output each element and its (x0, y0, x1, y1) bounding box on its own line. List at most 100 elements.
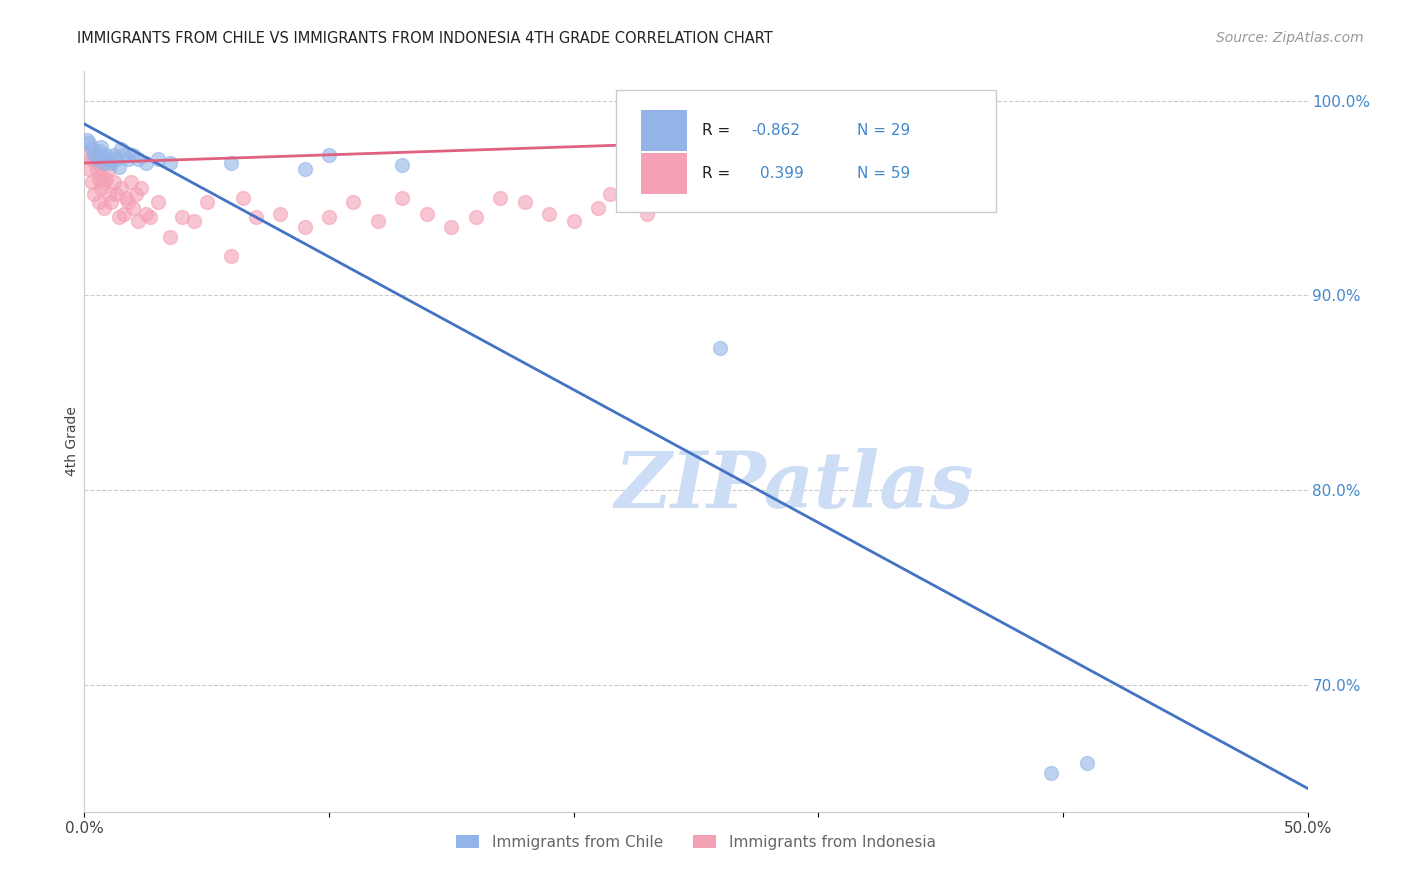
Point (90, 140, 112, 154)
Point (294, 220, 316, 235)
Point (100, 194, 122, 209)
Point (367, 214, 389, 228)
Point (709, 341, 731, 355)
Y-axis label: 4th Grade: 4th Grade (65, 407, 79, 476)
Point (195, 194, 218, 209)
Text: ZIPatlas: ZIPatlas (614, 448, 973, 524)
Point (77, 161, 100, 176)
Point (661, 181, 683, 195)
Point (87, 194, 110, 209)
Point (122, 201, 145, 215)
Point (86, 161, 108, 176)
Point (648, 194, 671, 209)
Point (269, 206, 291, 220)
Point (76, 132, 98, 146)
Point (115, 191, 138, 205)
Point (127, 214, 149, 228)
Point (391, 191, 413, 205)
Point (489, 191, 512, 205)
Point (93, 201, 115, 215)
Point (87, 145, 110, 159)
Point (122, 148, 145, 162)
Point (97, 152, 120, 166)
Point (416, 206, 439, 220)
Point (117, 194, 139, 209)
Point (129, 181, 152, 195)
Point (440, 220, 463, 235)
Point (464, 211, 486, 225)
Text: R =: R = (702, 123, 735, 138)
Bar (641, 153, 688, 194)
Text: Source: ZipAtlas.com: Source: ZipAtlas.com (1216, 31, 1364, 45)
Point (219, 156, 242, 170)
Point (97, 161, 120, 176)
Point (562, 214, 585, 228)
Point (86, 156, 108, 170)
Point (125, 187, 148, 202)
Text: N = 29: N = 29 (858, 123, 911, 138)
FancyBboxPatch shape (616, 90, 995, 212)
Point (80, 142, 103, 156)
Point (105, 187, 128, 202)
Text: N = 59: N = 59 (858, 166, 911, 181)
Point (586, 201, 609, 215)
Point (146, 152, 169, 166)
Point (1039, 765, 1062, 780)
Point (624, 175, 647, 190)
Point (636, 206, 658, 220)
Point (103, 175, 125, 190)
Point (90, 168, 112, 182)
Text: 0.399: 0.399 (759, 166, 803, 181)
Point (294, 161, 316, 176)
Point (513, 194, 536, 209)
Legend: Immigrants from Chile, Immigrants from Indonesia: Immigrants from Chile, Immigrants from I… (450, 829, 942, 856)
Bar (641, 111, 688, 151)
Point (107, 211, 129, 225)
Text: -0.862: -0.862 (751, 123, 800, 138)
Point (599, 187, 621, 202)
Point (318, 211, 340, 225)
Point (87, 171, 110, 186)
Point (112, 206, 135, 220)
Point (183, 214, 205, 228)
Point (107, 160, 129, 174)
Point (245, 211, 267, 225)
Point (342, 194, 364, 209)
Point (172, 211, 194, 225)
Point (612, 194, 634, 209)
Point (86, 152, 108, 166)
Point (159, 230, 181, 244)
Point (77, 136, 100, 151)
Point (232, 191, 254, 205)
Point (105, 152, 128, 166)
Point (391, 158, 413, 172)
Point (219, 250, 242, 264)
Point (96, 171, 118, 186)
Point (80, 175, 103, 190)
Point (112, 148, 135, 162)
Point (97, 187, 120, 202)
Point (146, 194, 169, 209)
Point (76, 148, 98, 162)
Point (117, 152, 139, 166)
Point (83, 148, 105, 162)
Point (100, 156, 122, 170)
Point (135, 206, 157, 220)
Point (127, 152, 149, 166)
Point (93, 156, 115, 170)
Point (120, 175, 142, 190)
Point (538, 206, 561, 220)
Point (159, 156, 181, 170)
Point (103, 148, 125, 162)
Point (318, 148, 340, 162)
Point (83, 187, 105, 202)
Point (139, 211, 162, 225)
Point (1076, 756, 1098, 770)
Point (110, 142, 132, 156)
Point (90, 181, 112, 195)
Text: IMMIGRANTS FROM CHILE VS IMMIGRANTS FROM INDONESIA 4TH GRADE CORRELATION CHART: IMMIGRANTS FROM CHILE VS IMMIGRANTS FROM… (77, 31, 773, 46)
Text: R =: R = (702, 166, 740, 181)
Point (135, 156, 157, 170)
Point (96, 148, 118, 162)
Point (93, 175, 115, 190)
